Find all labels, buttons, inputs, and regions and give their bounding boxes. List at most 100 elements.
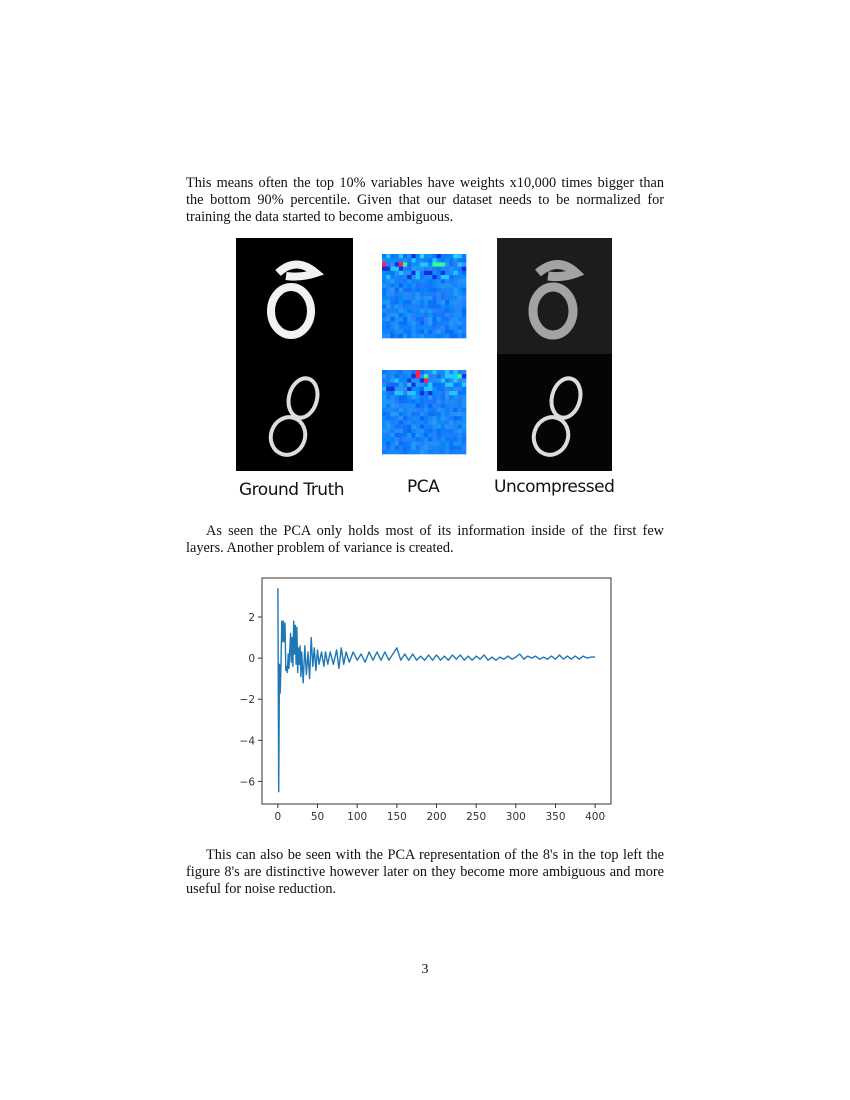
pca-pixel: [398, 378, 404, 383]
pca-pixel: [419, 321, 425, 326]
pca-pixel: [398, 258, 404, 263]
pca-pixel: [390, 275, 395, 280]
pca-pixel: [415, 382, 421, 388]
pca-pixel: [382, 407, 387, 413]
pca-pixel: [440, 424, 446, 430]
pca-pixel: [398, 428, 404, 434]
pca-pixel: [411, 428, 416, 434]
pca-pixel: [407, 254, 412, 259]
pca-pixel: [457, 449, 463, 455]
pca-pixel: [449, 370, 454, 375]
pca-pixel: [386, 333, 391, 339]
pca-pixel: [382, 329, 387, 335]
pca-pixel: [449, 317, 454, 322]
pca-pixel: [415, 266, 421, 272]
pca-pixel: [445, 279, 450, 284]
pca-pixel: [457, 279, 463, 284]
pca-pixel: [445, 407, 450, 413]
pca-pixel: [445, 437, 450, 442]
pca-pixel: [432, 428, 437, 434]
pca-pixel: [424, 321, 429, 326]
pca-pixel: [424, 325, 429, 330]
pca-pixel: [386, 382, 391, 388]
pca-pixel: [453, 329, 458, 335]
pca-pixel: [436, 317, 442, 322]
pca-pixel: [407, 370, 412, 375]
pca-pixel: [403, 321, 408, 326]
pca-pixel: [394, 433, 400, 438]
pca-pixel: [461, 399, 467, 404]
pca-pixel: [457, 391, 463, 396]
pca-pixel: [407, 416, 412, 421]
pca-pixel: [445, 416, 450, 421]
pca-pixel: [407, 378, 412, 383]
pca-pixel: [403, 312, 408, 318]
pca-pixel: [394, 321, 400, 326]
x-tick-label: 300: [506, 811, 526, 823]
pca-pixel: [390, 382, 395, 388]
pca-pixel: [411, 287, 416, 293]
pca-pixel: [382, 386, 387, 392]
pca-pixel: [449, 266, 454, 272]
pca-pixel: [411, 317, 416, 322]
pca-pixel: [403, 433, 408, 438]
pca-pixel: [432, 424, 437, 430]
pca-pixel: [436, 275, 442, 280]
pca-pixel: [453, 420, 458, 425]
pca-pixel: [394, 333, 400, 339]
pca-pixel: [415, 279, 421, 284]
pca-pixel: [453, 262, 458, 267]
pca-pixel: [411, 321, 416, 326]
pca-pixel: [390, 416, 395, 421]
pca-pixel: [411, 329, 416, 335]
pca-pixel: [390, 262, 395, 267]
pca-pixel: [440, 312, 446, 318]
pca-pixel: [403, 399, 408, 404]
pca-pixel: [445, 300, 450, 305]
pca-pixel: [415, 378, 421, 383]
pca-pixel: [453, 325, 458, 330]
x-tick-label: 250: [466, 811, 486, 823]
pca-pixel: [436, 424, 442, 430]
pca-pixel: [445, 258, 450, 263]
pca-pixel: [449, 325, 454, 330]
pca-pixel: [390, 291, 395, 297]
x-tick-label: 100: [347, 811, 367, 823]
pca-pixel: [386, 433, 391, 438]
pca-pixel: [436, 291, 442, 297]
pca-pixel: [461, 279, 467, 284]
pca-pixel: [440, 308, 446, 314]
pca-pixel: [449, 424, 454, 430]
pca-pixel: [419, 441, 425, 446]
pca-pixel: [461, 300, 467, 305]
pca-pixel: [445, 374, 450, 379]
pca-pixel: [436, 321, 442, 326]
pca-pixel: [394, 386, 400, 392]
pca-pixel: [436, 304, 442, 309]
pca-pixel: [457, 300, 463, 305]
pca-pixel: [428, 254, 433, 259]
pca-pixel: [419, 308, 425, 314]
pca-pixel: [394, 416, 400, 421]
pca-pixel: [382, 378, 387, 383]
pca-pixel: [453, 391, 458, 396]
pca-pixel: [440, 412, 446, 417]
pca-pixel: [457, 275, 463, 280]
pca-pixel: [432, 304, 437, 309]
pca-pixel: [424, 304, 429, 309]
pca-pixel: [445, 270, 450, 276]
pca-pixel: [424, 275, 429, 280]
pca-pixel: [386, 449, 391, 455]
pca-pixel: [398, 312, 404, 318]
pca-pixel: [428, 279, 433, 284]
pca-pixel: [415, 325, 421, 330]
pca-pixel: [419, 287, 425, 293]
pca-pixel: [403, 325, 408, 330]
pca-pixel: [419, 370, 425, 375]
pca-pixel: [411, 254, 416, 259]
pca-pixel: [394, 378, 400, 383]
pca-pixel: [398, 403, 404, 409]
pca-pixel: [436, 254, 442, 259]
pca-pixel: [445, 399, 450, 404]
pca-pixel: [453, 403, 458, 409]
